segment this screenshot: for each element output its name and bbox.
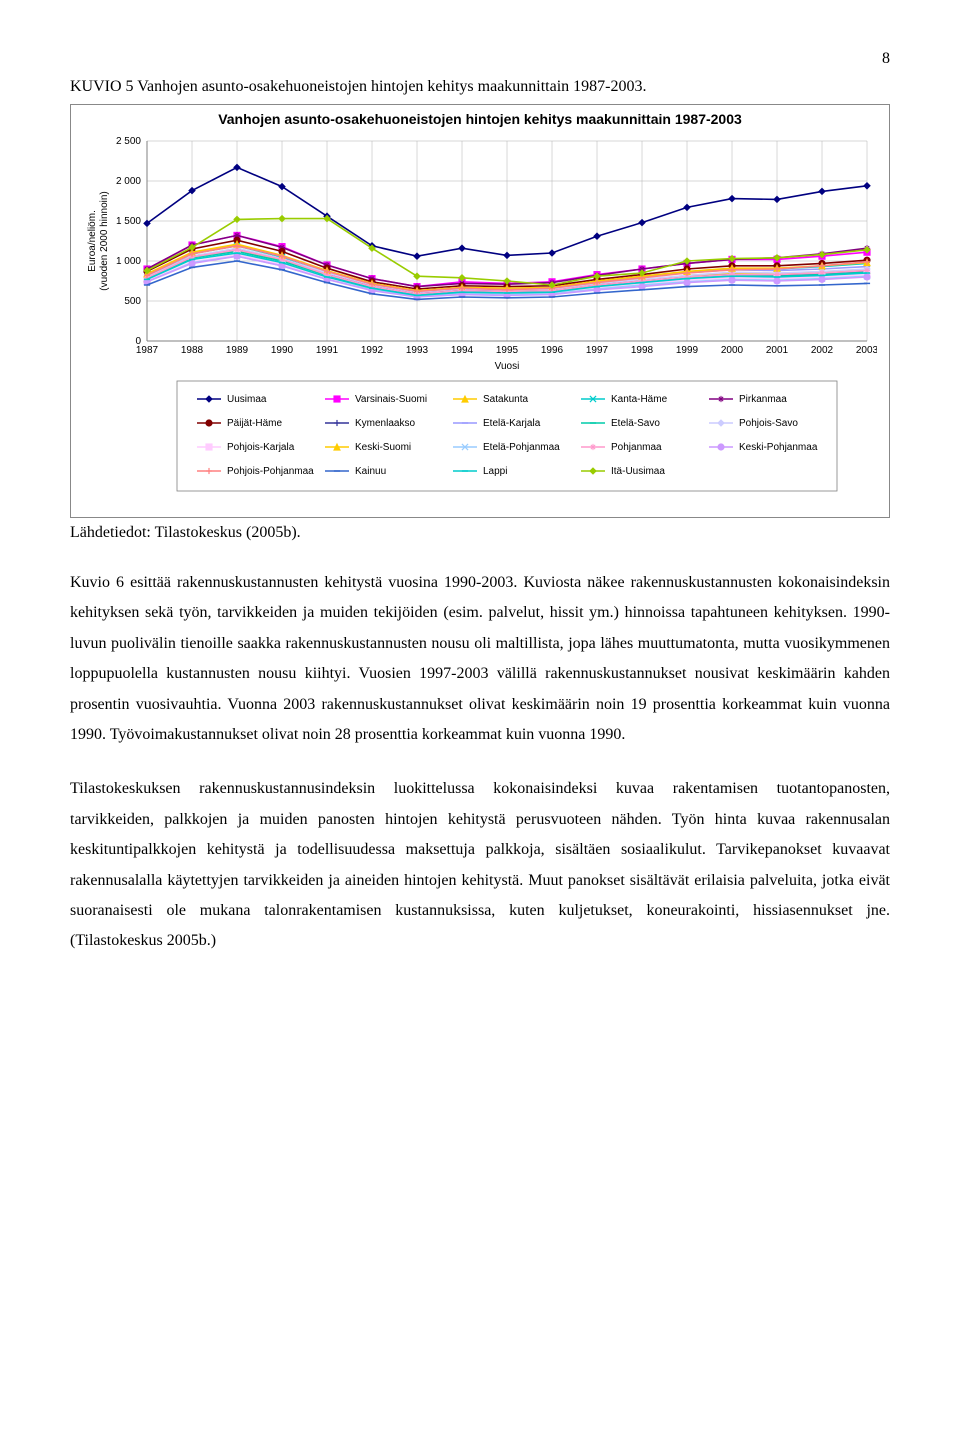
svg-text:(vuoden 2000 hinnoin): (vuoden 2000 hinnoin) bbox=[99, 191, 110, 291]
svg-text:1989: 1989 bbox=[226, 345, 249, 356]
svg-text:Uusimaa: Uusimaa bbox=[227, 394, 267, 405]
source-line: Lähdetiedot: Tilastokeskus (2005b). bbox=[70, 524, 890, 542]
svg-text:1990: 1990 bbox=[271, 345, 294, 356]
figure-title: KUVIO 5 Vanhojen asunto-osakehuoneistoje… bbox=[70, 78, 890, 96]
svg-text:2002: 2002 bbox=[811, 345, 834, 356]
svg-text:Etelä-Pohjanmaa: Etelä-Pohjanmaa bbox=[483, 442, 560, 453]
svg-text:1994: 1994 bbox=[451, 345, 474, 356]
line-chart: 05001 0001 5002 0002 5001987198819891990… bbox=[77, 131, 877, 511]
svg-text:Varsinais-Suomi: Varsinais-Suomi bbox=[355, 394, 427, 405]
body-text: Kuvio 6 esittää rakennuskustannusten keh… bbox=[70, 568, 890, 957]
svg-text:Pirkanmaa: Pirkanmaa bbox=[739, 394, 787, 405]
svg-text:1991: 1991 bbox=[316, 345, 339, 356]
svg-text:Kainuu: Kainuu bbox=[355, 466, 386, 477]
svg-text:Pohjanmaa: Pohjanmaa bbox=[611, 442, 662, 453]
svg-text:Euroa/neliöm.: Euroa/neliöm. bbox=[87, 210, 98, 272]
svg-text:1 000: 1 000 bbox=[116, 256, 141, 267]
svg-text:2001: 2001 bbox=[766, 345, 789, 356]
svg-text:1993: 1993 bbox=[406, 345, 429, 356]
svg-text:1997: 1997 bbox=[586, 345, 609, 356]
svg-text:Keski-Suomi: Keski-Suomi bbox=[355, 442, 411, 453]
svg-text:1988: 1988 bbox=[181, 345, 204, 356]
svg-text:1 500: 1 500 bbox=[116, 216, 141, 227]
svg-text:2003: 2003 bbox=[856, 345, 877, 356]
chart-container: Vanhojen asunto-osakehuoneistojen hintoj… bbox=[70, 104, 890, 518]
svg-text:2 500: 2 500 bbox=[116, 136, 141, 147]
page-number: 8 bbox=[70, 50, 890, 68]
paragraph-2: Tilastokeskuksen rakennuskustannusindeks… bbox=[70, 774, 890, 956]
svg-text:1996: 1996 bbox=[541, 345, 564, 356]
svg-text:1998: 1998 bbox=[631, 345, 654, 356]
svg-text:Vuosi: Vuosi bbox=[495, 361, 520, 372]
svg-text:2000: 2000 bbox=[721, 345, 744, 356]
svg-text:Etelä-Karjala: Etelä-Karjala bbox=[483, 418, 541, 429]
svg-text:Pohjois-Savo: Pohjois-Savo bbox=[739, 418, 798, 429]
svg-text:Pohjois-Pohjanmaa: Pohjois-Pohjanmaa bbox=[227, 466, 314, 477]
svg-text:1992: 1992 bbox=[361, 345, 384, 356]
svg-text:1995: 1995 bbox=[496, 345, 519, 356]
svg-text:Etelä-Savo: Etelä-Savo bbox=[611, 418, 660, 429]
svg-text:2 000: 2 000 bbox=[116, 176, 141, 187]
svg-text:Päijät-Häme: Päijät-Häme bbox=[227, 418, 282, 429]
svg-text:Keski-Pohjanmaa: Keski-Pohjanmaa bbox=[739, 442, 818, 453]
paragraph-1: Kuvio 6 esittää rakennuskustannusten keh… bbox=[70, 568, 890, 750]
svg-text:Itä-Uusimaa: Itä-Uusimaa bbox=[611, 466, 665, 477]
svg-text:Pohjois-Karjala: Pohjois-Karjala bbox=[227, 442, 295, 453]
svg-text:Kymenlaakso: Kymenlaakso bbox=[355, 418, 415, 429]
svg-text:Kanta-Häme: Kanta-Häme bbox=[611, 394, 668, 405]
svg-text:1987: 1987 bbox=[136, 345, 159, 356]
svg-text:Lappi: Lappi bbox=[483, 466, 507, 477]
svg-text:1999: 1999 bbox=[676, 345, 699, 356]
svg-text:Satakunta: Satakunta bbox=[483, 394, 528, 405]
svg-text:500: 500 bbox=[124, 296, 141, 307]
chart-title: Vanhojen asunto-osakehuoneistojen hintoj… bbox=[77, 111, 883, 127]
